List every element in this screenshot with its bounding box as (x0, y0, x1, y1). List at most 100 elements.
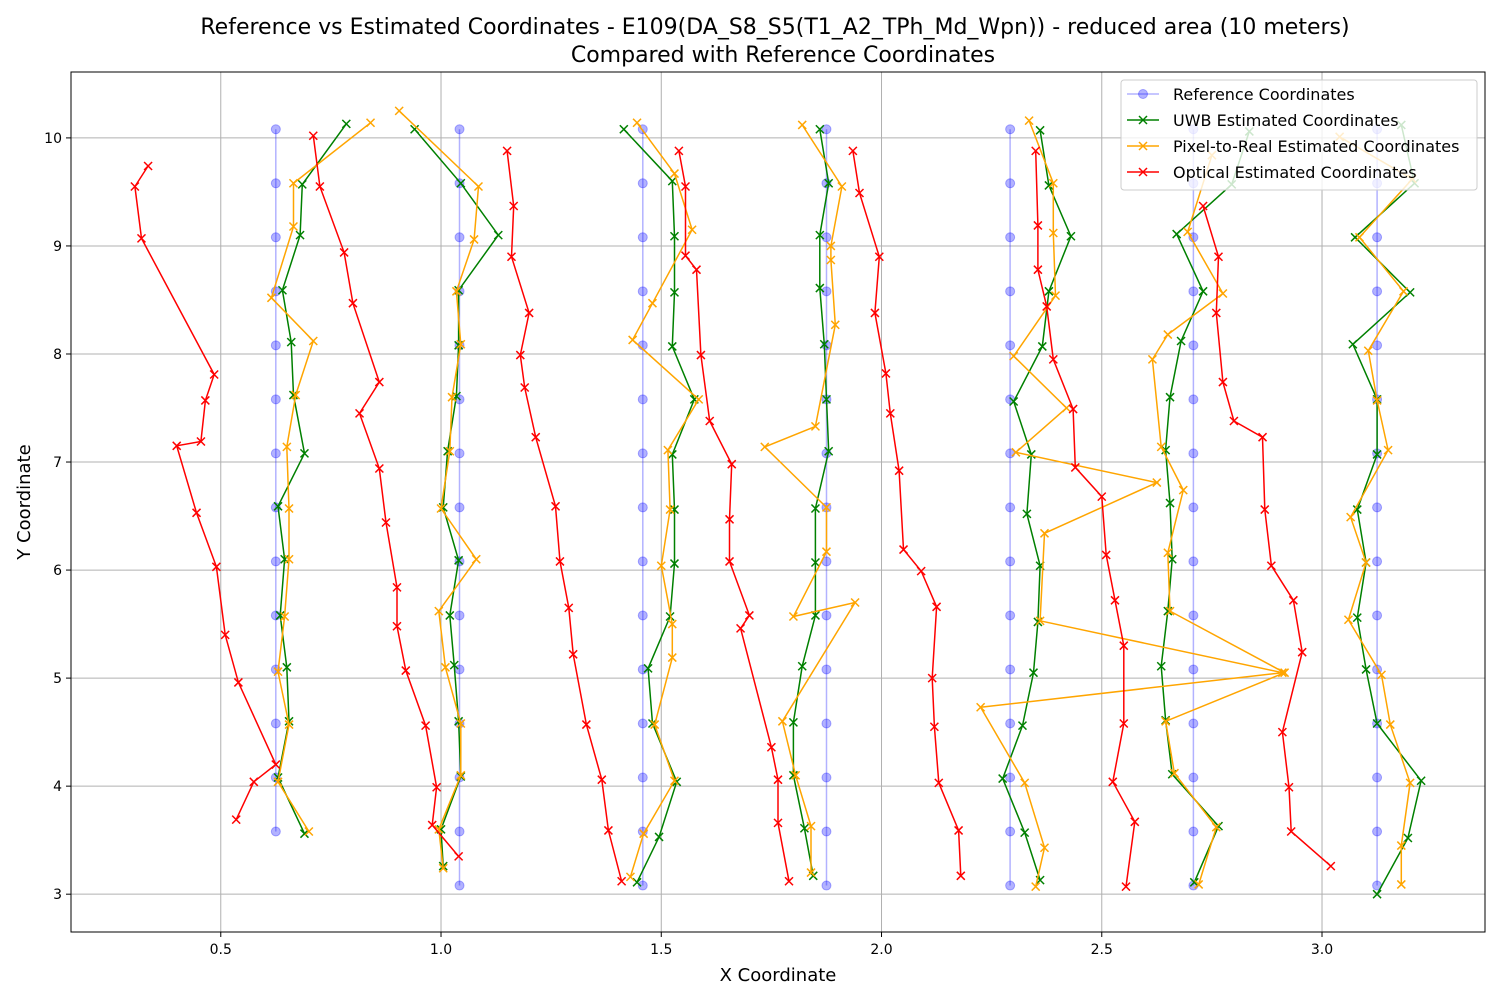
pixel-to-real-estimated-point (1169, 768, 1179, 778)
pixel-to-real-estimated-point (1161, 716, 1171, 726)
uwb-estimated-point (1172, 229, 1182, 239)
pixel-to-real-estimated-point (1039, 528, 1050, 538)
uwb-estimated-line (623, 128, 696, 883)
pixel-to-real-estimated-point (284, 720, 294, 730)
x-tick-label: 2.5 (1091, 942, 1113, 958)
optical-estimated-point (308, 131, 318, 141)
reference-point (1188, 772, 1199, 783)
legend-marker-reference (1138, 89, 1148, 99)
chart-subtitle: Compared with Reference Coordinates (571, 43, 995, 68)
pixel-to-real-estimated-point (806, 821, 816, 831)
uwb-estimated-point (815, 124, 825, 134)
reference-point (1005, 880, 1016, 891)
reference-point (1372, 826, 1383, 837)
pixel-to-real-estimated-point (1363, 346, 1373, 356)
pixel-to-real-estimated-point (273, 777, 283, 787)
pixel-to-real-estimated-point (1383, 445, 1393, 455)
optical-estimated-point (401, 666, 411, 676)
pixel-to-real-estimated-point (456, 770, 466, 780)
uwb-estimated-point (821, 394, 831, 404)
pixel-to-real-estimated-point (797, 120, 807, 130)
optical-estimated-point (934, 778, 944, 788)
pixel-to-real-estimated-point (1152, 478, 1162, 488)
pixel-to-real-estimated-point (1163, 548, 1173, 558)
optical-estimated-point (339, 247, 349, 257)
legend-marker-pixel-to-real-estimated (1138, 141, 1148, 151)
optical-estimated-point (209, 369, 219, 380)
legend-label-uwb-estimated: UWB Estimated Coordinates (1173, 111, 1399, 130)
optical-estimated-point (1211, 308, 1221, 318)
x-tick-label: 0.5 (210, 942, 232, 958)
optical-estimated-point (773, 775, 783, 785)
optical-estimated-point (784, 876, 794, 886)
reference-point (1188, 826, 1199, 837)
y-tick-label: 4 (53, 779, 62, 795)
pixel-to-real-estimated-point (434, 824, 444, 834)
optical-estimated-point (1198, 201, 1208, 211)
reference-point (454, 610, 465, 621)
uwb-estimated-point (1403, 833, 1413, 843)
reference-point (270, 232, 281, 243)
reference-point (1188, 718, 1199, 729)
reference-point (1188, 394, 1199, 405)
reference-point (270, 610, 281, 621)
optical-estimated-point (1284, 782, 1294, 792)
uwb-estimated-point (998, 774, 1008, 784)
pixel-to-real-estimated-line (979, 120, 1283, 887)
reference-point (637, 772, 648, 783)
uwb-estimated-point (1037, 341, 1047, 351)
uwb-estimated-point (815, 230, 825, 240)
optical-estimated-point (727, 459, 737, 469)
uwb-estimated-point (1020, 828, 1030, 838)
optical-estimated-point (130, 181, 140, 192)
reference-point (454, 502, 465, 513)
pixel-to-real-estimated-point (445, 446, 455, 456)
reference-point (1005, 772, 1016, 783)
uwb-estimated-point (1161, 445, 1171, 455)
uwb-estimated-point (788, 717, 798, 727)
pixel-to-real-estimated-point (1183, 227, 1193, 237)
uwb-estimated-point (1035, 125, 1045, 135)
pixel-to-real-estimated-point (471, 554, 481, 564)
pixel-to-real-estimated-point (647, 298, 657, 308)
optical-estimated-point (881, 368, 891, 378)
optical-estimated-line (852, 150, 962, 876)
pixel-to-real-estimated-point (1211, 822, 1221, 832)
optical-estimated-point (680, 251, 691, 261)
uwb-estimated-point (799, 823, 809, 833)
reference-point (270, 124, 281, 135)
optical-estimated-point (1286, 826, 1296, 837)
reference-point (270, 826, 281, 837)
y-tick-label: 7 (53, 455, 62, 471)
optical-estimated-point (603, 825, 613, 835)
legend-label-pixel-to-real-estimated: Pixel-to-Real Estimated Coordinates (1173, 137, 1459, 156)
y-tick-label: 3 (53, 887, 62, 903)
optical-estimated-point (766, 742, 776, 752)
pixel-to-real-estimated-point (1035, 616, 1045, 626)
reference-point (821, 772, 832, 783)
reference-point (821, 286, 832, 297)
reference-point (1005, 610, 1016, 621)
uwb-estimated-point (665, 611, 675, 622)
legend-marker-optical-estimated (1138, 167, 1148, 177)
optical-estimated-point (509, 201, 519, 211)
uwb-estimated-point (667, 176, 677, 186)
optical-estimated-point (524, 308, 534, 318)
optical-estimated-point (1068, 404, 1078, 414)
reference-point (1188, 286, 1199, 297)
reference-point (1005, 232, 1016, 243)
uwb-estimated-point (1167, 769, 1177, 779)
uwb-estimated-point (297, 179, 307, 189)
optical-estimated-point (531, 432, 541, 442)
optical-estimated-point (705, 416, 715, 426)
pixel-to-real-estimated-point (440, 662, 450, 672)
reference-point (821, 124, 832, 135)
reference-point (1005, 556, 1016, 567)
y-tick-label: 10 (44, 131, 62, 147)
optical-estimated-point (551, 501, 561, 511)
reference-point (637, 232, 648, 243)
reference-point (1005, 124, 1016, 135)
optical-estimated-point (374, 463, 384, 474)
optical-estimated-point (597, 775, 607, 785)
uwb-estimated-point (824, 178, 834, 188)
